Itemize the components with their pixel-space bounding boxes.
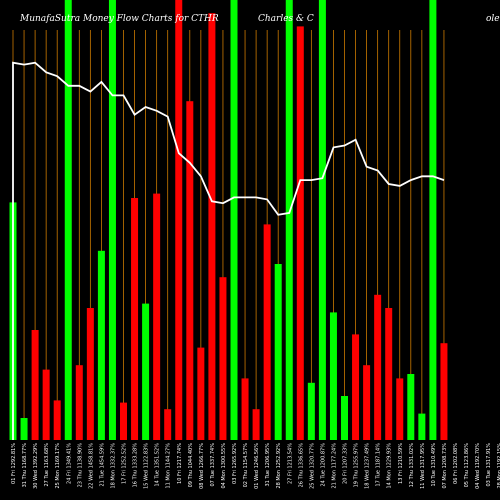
- bar-down: [86, 308, 94, 440]
- chart-title: MunafaSutra Money Flow Charts for CTHR: [19, 14, 219, 24]
- bar-down: [252, 409, 260, 440]
- x-tick-label: 25 Wed 1320.77%: [309, 443, 315, 489]
- tick-layer: 01 Fri 1292.81% 31 Thu 1168.77% 30 Wed 139…: [11, 443, 500, 489]
- x-tick-label: 23 Thu 1138.90%: [77, 443, 83, 488]
- bar-down: [440, 343, 448, 440]
- bar-up: [20, 418, 28, 440]
- bar-down: [42, 369, 50, 440]
- x-tick-label: 28 Mon 1252.92%: [276, 443, 282, 489]
- bar-down: [53, 400, 61, 440]
- bar-up: [142, 303, 150, 440]
- bar-up: [307, 382, 315, 440]
- x-tick-label: 19 Thu 1255.97%: [354, 443, 360, 488]
- bar-down: [241, 378, 249, 440]
- chart-subtitle: Charles & C: [258, 14, 314, 24]
- x-tick-label: 03 Fri 1265.92%: [232, 443, 238, 484]
- bar-down: [120, 402, 127, 440]
- bar-up: [97, 250, 105, 440]
- bar-up: [64, 0, 72, 440]
- x-tick-label: 24 Fri 1349.41%: [66, 443, 72, 484]
- bar-down: [131, 198, 139, 440]
- x-tick-label: 10 Tue 1310.49%: [431, 443, 437, 487]
- bar-down: [153, 193, 161, 440]
- line-layer: [12, 61, 445, 440]
- bar-layer: [9, 0, 448, 441]
- x-tick-label: 06 Fri 1202.08%: [453, 443, 459, 484]
- x-tick-label: 31 Tue 1206.95%: [265, 443, 271, 487]
- x-tick-label: 17 Fri 1252.52%: [122, 443, 128, 484]
- x-tick-label: 18 Wed 1237.49%: [365, 443, 371, 489]
- bar-down: [75, 365, 83, 440]
- x-tick-label: 01 Wed 1246.56%: [254, 443, 260, 489]
- x-tick-label: 24 Tue 1200.87%: [320, 443, 326, 487]
- bar-down: [164, 409, 172, 440]
- x-tick-label: 25 Mon 1169.17%: [55, 443, 61, 489]
- x-tick-label: 21 Mon 1177.24%: [331, 443, 337, 489]
- x-tick-label: 09 Thu 1044.40%: [188, 443, 194, 488]
- bar-up: [285, 0, 293, 440]
- bar-down: [385, 308, 393, 440]
- bar-down: [175, 0, 183, 440]
- x-tick-label: 15 Wed 1122.83%: [144, 443, 150, 489]
- x-tick-label: 31 Thu 1168.77%: [22, 443, 28, 488]
- x-tick-label: 07 Tue 1337.74%: [210, 443, 216, 487]
- bar-up: [429, 0, 437, 440]
- x-tick-label: 10 Fri 1217.74%: [177, 443, 183, 484]
- bar-down: [208, 13, 216, 440]
- x-tick-label: 17 Tue 1187.14%: [376, 443, 382, 487]
- x-tick-label: 11 Mon 1144.27%: [166, 443, 172, 489]
- x-tick-label: 11 Wed 1317.95%: [420, 443, 426, 489]
- chart-title-right: ole: [486, 14, 500, 24]
- bar-down: [352, 334, 360, 440]
- x-tick-label: 28 Mon 1192.15%: [497, 443, 500, 489]
- x-tick-label: 22 Wed 1458.81%: [88, 443, 94, 489]
- bar-down: [219, 277, 227, 440]
- bar-up: [318, 0, 326, 440]
- bar-down: [263, 224, 271, 440]
- x-tick-label: 08 Wed 1266.77%: [199, 443, 205, 489]
- x-tick-label: 18 Mon 1332.37%: [110, 443, 116, 489]
- bar-up: [418, 413, 426, 440]
- bar-up: [341, 396, 348, 440]
- x-tick-label: 16 Thu 1333.28%: [133, 443, 139, 488]
- x-tick-label: 27 Fri 1213.54%: [287, 443, 293, 484]
- bar-up: [230, 0, 238, 440]
- x-tick-label: 30 Wed 1392.29%: [33, 443, 39, 489]
- bar-up: [274, 264, 282, 440]
- bar-down: [197, 347, 205, 440]
- bar-up: [407, 374, 415, 440]
- x-tick-label: 26 Thu 1336.65%: [298, 443, 304, 488]
- x-tick-label: 01 Fri 1292.81%: [11, 443, 17, 484]
- bar-up: [108, 0, 116, 440]
- bar-up: [329, 312, 337, 440]
- x-tick-label: 27 Tue 1163.68%: [44, 443, 50, 487]
- bar-down: [396, 378, 404, 440]
- x-tick-label: 14 Tue 1351.52%: [155, 443, 161, 487]
- bar-down: [296, 26, 304, 441]
- x-tick-label: 13 Fri 1210.59%: [398, 443, 404, 484]
- x-tick-label: 21 Tue 1454.59%: [99, 443, 105, 487]
- x-tick-label: 14 Mon 1229.93%: [387, 443, 393, 489]
- x-tick-label: 12 Thu 1331.02%: [409, 443, 415, 488]
- bar-down: [31, 330, 39, 440]
- x-tick-label: 02 Thu 1154.57%: [243, 443, 249, 488]
- x-tick-label: 04 Wed 1192.70%: [475, 443, 481, 489]
- x-tick-label: 20 Fri 1207.33%: [343, 443, 349, 484]
- x-tick-label: 03 Tue 1317.91%: [486, 443, 492, 487]
- x-tick-label: 04 Mon 1300.55%: [221, 443, 227, 489]
- bar-down: [374, 294, 382, 440]
- bar-down: [363, 365, 371, 440]
- bar-down: [186, 101, 194, 440]
- x-tick-label: 07 Mon 1208.73%: [442, 443, 448, 489]
- x-tick-label: 05 Thu 1123.86%: [464, 443, 470, 488]
- money-flow-line: [12, 61, 445, 440]
